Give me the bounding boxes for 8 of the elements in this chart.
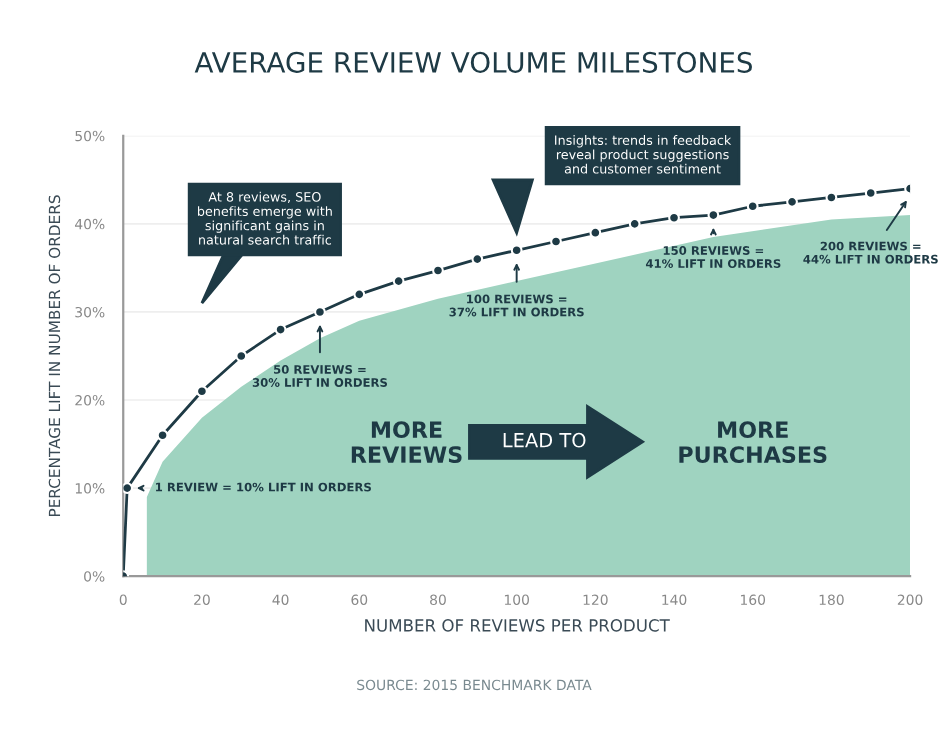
point	[196, 385, 208, 398]
point	[235, 350, 248, 362]
annotation: MORE REVIEWS	[351, 421, 462, 463]
point	[123, 482, 134, 495]
x-axis-title: NUMBER OF REVIEWS PER PRODUCT	[365, 619, 670, 632]
chart-title: AVERAGE REVIEW VOLUME MILESTONES	[194, 51, 752, 73]
annotation: MORE PURCHASES	[679, 421, 827, 463]
annotation: LEAD TO	[503, 432, 586, 448]
